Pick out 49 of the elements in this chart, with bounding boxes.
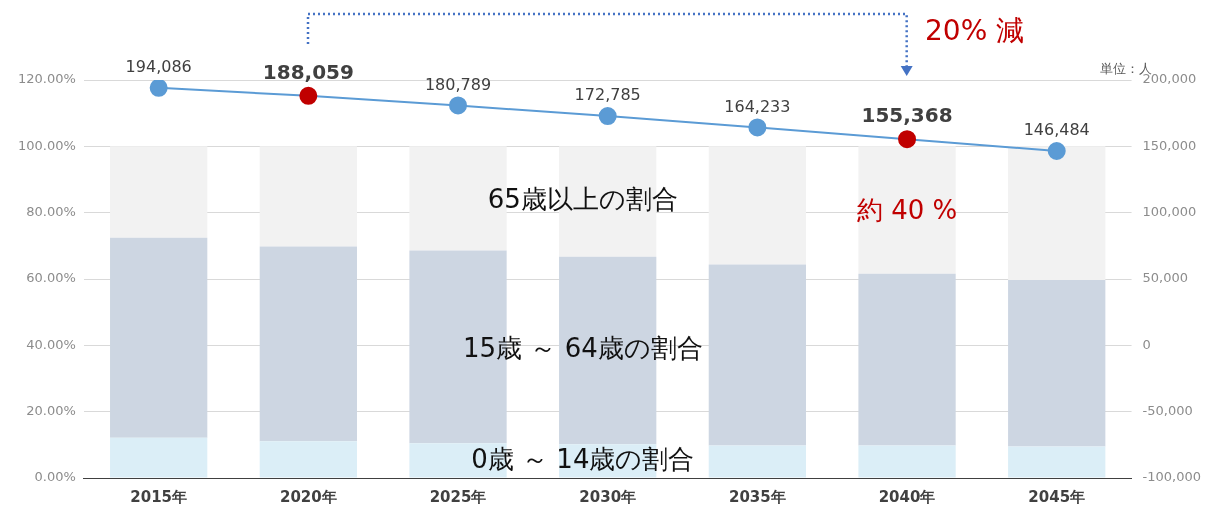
point bbox=[898, 130, 917, 149]
y2-tick-label: 100,000 bbox=[1142, 204, 1197, 220]
point bbox=[748, 118, 767, 137]
bar bbox=[1008, 446, 1106, 478]
bar bbox=[110, 437, 208, 478]
bar bbox=[1008, 146, 1106, 280]
text: 20% 減 bbox=[925, 14, 1025, 48]
bar bbox=[110, 146, 208, 238]
y-tick-label: 40.00% bbox=[26, 336, 76, 352]
x-tick-label: 2015年 bbox=[130, 487, 188, 506]
data-label: 146,484 bbox=[1023, 120, 1090, 140]
bar bbox=[708, 445, 807, 478]
y2-tick-label: 50,000 bbox=[1142, 270, 1189, 286]
x-tick-label: 2040年 bbox=[878, 487, 936, 506]
x-tick-label: 2035年 bbox=[728, 487, 786, 506]
x-tick-label: 2045年 bbox=[1028, 487, 1086, 506]
y-tick-label: 60.00% bbox=[26, 270, 76, 286]
data-label: 180,789 bbox=[424, 74, 492, 94]
bar bbox=[259, 441, 357, 478]
y-tick-label: 120.00% bbox=[18, 71, 76, 87]
point bbox=[149, 80, 168, 97]
point bbox=[299, 86, 318, 105]
y-tick-label: 20.00% bbox=[26, 403, 76, 419]
bar bbox=[708, 146, 807, 265]
y2-tick-label: -100,000 bbox=[1142, 469, 1201, 485]
y2-tick-label: 150,000 bbox=[1142, 137, 1197, 153]
data-label: 155,368 bbox=[861, 103, 953, 128]
data-label: 194,086 bbox=[125, 57, 192, 76]
series-label: 0歳 ～ 14歳の割合 bbox=[471, 443, 695, 474]
data-label: 172,785 bbox=[574, 85, 641, 105]
point bbox=[1047, 142, 1066, 160]
y-tick-label: 0.00% bbox=[34, 469, 76, 485]
y2-tick-label: -50,000 bbox=[1142, 403, 1193, 419]
x-tick-label: 2025年 bbox=[429, 487, 487, 506]
bar bbox=[858, 146, 956, 274]
annotation: 約 40 % bbox=[856, 195, 958, 226]
data-label: 164,233 bbox=[724, 96, 791, 116]
y-tick-label: 100.00% bbox=[18, 137, 76, 153]
bar bbox=[858, 445, 956, 478]
bar bbox=[259, 146, 357, 247]
series-label: 15歳 ～ 64歳の割合 bbox=[463, 333, 703, 364]
data-label: 188,059 bbox=[262, 60, 354, 85]
point bbox=[449, 96, 468, 115]
y-tick-label: 80.00% bbox=[26, 204, 76, 220]
x-tick-label: 2030年 bbox=[579, 487, 637, 506]
x-tick-label: 2020年 bbox=[279, 487, 337, 506]
point bbox=[598, 107, 617, 126]
y2-tick-label: 0 bbox=[1142, 336, 1151, 352]
series-label: 65歳以上の割合 bbox=[487, 184, 678, 215]
